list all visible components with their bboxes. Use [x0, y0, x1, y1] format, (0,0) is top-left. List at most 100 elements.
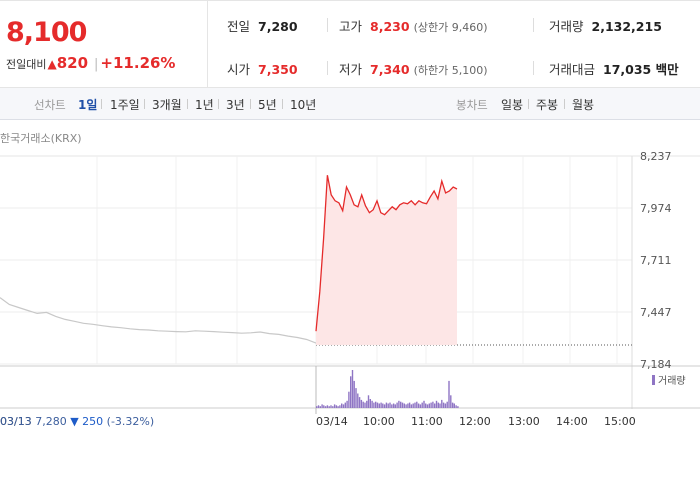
- volume-bar: [430, 402, 432, 408]
- tab-5year[interactable]: 5년: [258, 98, 277, 112]
- y-axis: 8,237 7,974 7,711 7,447 7,184: [640, 150, 672, 371]
- current-price-box: 8,100 전일대비 ▲ 820 | +11.26%: [0, 1, 208, 89]
- tab-monthly-candle[interactable]: 월봉: [572, 98, 595, 112]
- tab-divider: [282, 99, 283, 109]
- divider: [327, 61, 328, 75]
- line-chart-label: 선차트: [34, 98, 66, 112]
- volume-bar: [323, 405, 325, 408]
- volume-bar: [383, 404, 386, 408]
- volume-bar: [371, 400, 373, 408]
- volume-bar: [346, 400, 348, 408]
- volume-bar: [333, 404, 336, 408]
- tab-divider: [564, 99, 565, 109]
- y-tick-label: 7,447: [640, 306, 672, 319]
- volume-bar: [453, 403, 455, 408]
- x-tick-label: 10:00: [363, 415, 395, 428]
- volume-bar: [419, 404, 422, 408]
- y-tick-label: 8,237: [640, 150, 672, 163]
- tab-1year[interactable]: 1년: [195, 98, 214, 112]
- volume-bar: [350, 376, 352, 408]
- volume-bar: [421, 402, 423, 408]
- volume-swatch: [652, 374, 655, 385]
- volume-bar: [369, 399, 371, 408]
- volume-bar: [387, 403, 389, 408]
- divider: [533, 61, 534, 75]
- volume-bar: [332, 406, 334, 408]
- volume-bar: [455, 405, 457, 408]
- volume-bar: [385, 402, 388, 408]
- down-arrow-icon: ▼: [70, 415, 79, 428]
- stat-amount: 거래대금 17,035 백만: [549, 59, 679, 78]
- volume-bar: [319, 406, 321, 408]
- volume-bar: [423, 400, 425, 408]
- volume-bar: [366, 400, 368, 408]
- prev-day-info: 03/13 7,280 ▼ 250 (-3.32%): [0, 415, 154, 428]
- change-value: 820: [56, 54, 89, 72]
- x-tick-label: 14:00: [556, 415, 588, 428]
- volume-bar: [375, 401, 377, 408]
- volume-bar: [376, 402, 379, 408]
- volume-bar: [373, 402, 375, 408]
- tab-1day[interactable]: 1일: [78, 98, 98, 112]
- tab-divider: [144, 99, 145, 109]
- volume-bar: [401, 402, 404, 408]
- volume-bar: [316, 406, 318, 408]
- volume-bars: [316, 370, 459, 408]
- stat-open: 시가 7,350: [227, 59, 298, 78]
- volume-bar: [448, 380, 450, 408]
- volume-bar: [428, 403, 430, 408]
- intraday-chart: 8,237 7,974 7,711 7,447 7,184 03/13 03/14 10:0…: [0, 150, 700, 428]
- volume-bar: [426, 404, 429, 408]
- volume-bar: [450, 395, 452, 408]
- x-tick-label: 12:00: [459, 415, 491, 428]
- volume-bar: [439, 403, 441, 408]
- volume-label: 거래량: [549, 19, 584, 34]
- prev-pct: (-3.32%): [106, 415, 155, 428]
- volume-bar: [335, 405, 338, 408]
- change-label: 전일대비: [6, 58, 47, 71]
- lower-limit: (하한가 5,100): [413, 64, 488, 77]
- volume-bar: [353, 380, 355, 408]
- volume-bar: [400, 401, 402, 408]
- tab-10year[interactable]: 10년: [290, 98, 317, 112]
- tab-weekly-candle[interactable]: 주봉: [536, 98, 559, 112]
- tab-3month[interactable]: 3개월: [152, 98, 182, 112]
- price-change: 전일대비 ▲ 820 | +11.26%: [6, 54, 175, 72]
- tab-1week[interactable]: 1주일: [110, 98, 140, 112]
- high-label: 고가: [339, 19, 363, 34]
- volume-bar: [432, 401, 434, 408]
- open-value: 7,350: [258, 62, 298, 77]
- volume-legend: 거래량: [652, 372, 686, 387]
- volume-bar: [358, 397, 361, 408]
- x-axis: 03/13 03/14 10:00 11:00 12:00 13:00 14:00 15:00: [0, 415, 636, 428]
- market-label: 한국거래소(KRX): [0, 132, 82, 145]
- volume-bar: [367, 395, 370, 408]
- prev-change: 250: [82, 415, 104, 428]
- low-label: 저가: [339, 62, 363, 77]
- x-tick-label: 13:00: [508, 415, 540, 428]
- volume-bar: [412, 403, 414, 408]
- prev-day-series-line: [0, 297, 317, 344]
- amount-value: 17,035 백만: [603, 62, 679, 77]
- volume-bar: [396, 402, 398, 408]
- quote-panel: 8,100 전일대비 ▲ 820 | +11.26% 전일 7,280 고가 8…: [0, 0, 700, 89]
- tab-3year[interactable]: 3년: [226, 98, 245, 112]
- volume-bar: [355, 388, 357, 408]
- stat-volume: 거래량 2,132,215: [549, 16, 662, 35]
- volume-bar: [425, 403, 427, 408]
- current-price: 8,100: [6, 17, 87, 48]
- prev-date: 03/13: [0, 415, 32, 428]
- tab-divider: [218, 99, 219, 109]
- volume-bar: [444, 403, 447, 408]
- tab-daily-candle[interactable]: 일봉: [501, 98, 524, 112]
- volume-bar: [407, 403, 409, 408]
- volume-bar: [337, 406, 339, 408]
- volume-bar: [457, 406, 459, 408]
- amount-label: 거래대금: [549, 62, 596, 77]
- volume-bar: [434, 403, 436, 408]
- volume-bar: [435, 400, 438, 408]
- stat-low: 저가 7,340 (하한가 5,100): [339, 59, 488, 78]
- volume-bar: [324, 406, 327, 408]
- volume-bar: [364, 402, 366, 408]
- volume-bar: [410, 404, 413, 408]
